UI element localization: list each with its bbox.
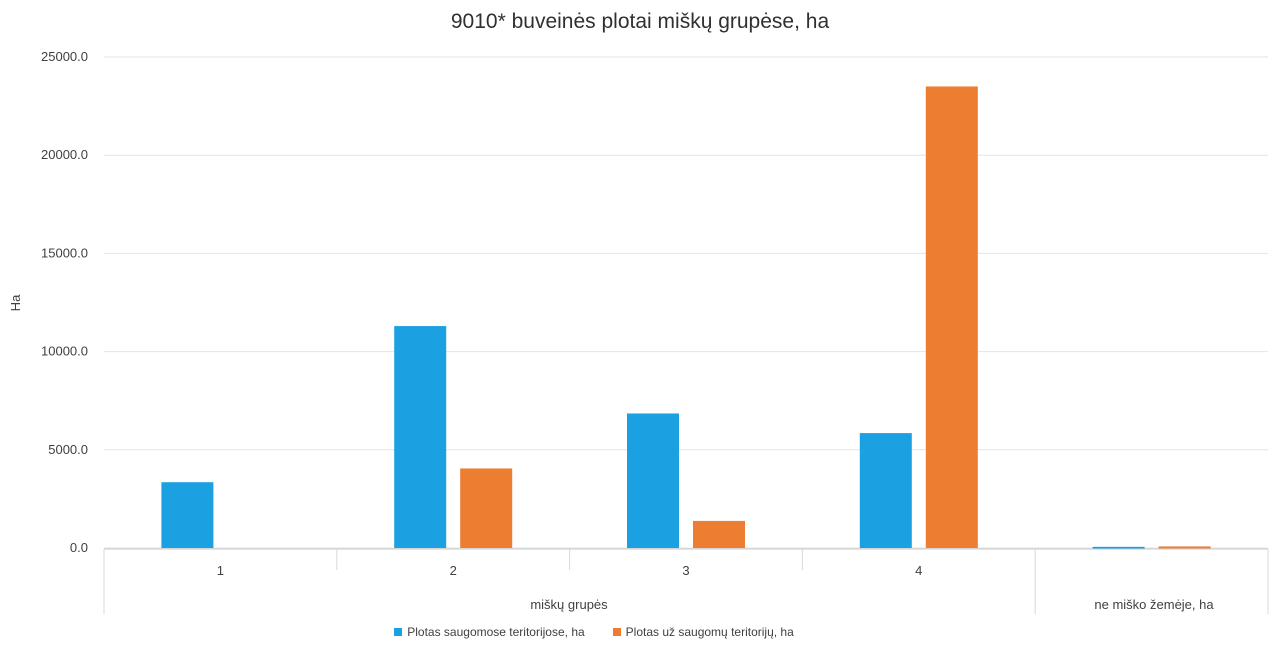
x-tick-label: 1: [217, 563, 224, 578]
bars: [161, 86, 1211, 549]
y-tick-label: 25000.0: [41, 49, 88, 64]
y-tick-label: 15000.0: [41, 245, 88, 260]
x-axis-label: miškų grupės: [530, 597, 608, 612]
bar-series-2-cat-4: [925, 86, 978, 549]
y-tick-label: 0.0: [70, 540, 88, 555]
bar-series-1-cat-3: [627, 413, 679, 548]
x-axis: 1 2 3 4: [103, 548, 1269, 614]
bar-series-2-cat-3: [693, 520, 745, 548]
bar-series-2-cat-2: [460, 468, 513, 548]
extra-group-label: ne miško žemėje, ha: [1094, 597, 1214, 612]
y-tick-label: 5000.0: [48, 442, 88, 457]
x-tick-label: 4: [915, 563, 922, 578]
bar-series-2-cat-5: [1158, 546, 1211, 549]
chart-title: 9010* buveinės plotai miškų grupėse, ha: [451, 10, 830, 33]
gridlines: [104, 56, 1268, 549]
x-tick-label: 2: [450, 563, 457, 578]
y-tick-labels: 0.0 5000.0 10000.0 15000.0 20000.0 25000.0: [41, 49, 88, 555]
legend-item-series-1: Plotas saugomose teritorijose, ha: [394, 625, 585, 639]
legend-label-series-2: Plotas už saugomų teritorijų, ha: [625, 625, 794, 639]
bar-series-1-cat-5: [1092, 546, 1145, 549]
bar-series-1-cat-2: [394, 326, 447, 548]
y-tick-label: 10000.0: [41, 344, 88, 359]
legend: Plotas saugomose teritorijose, ha Plotas…: [0, 625, 1278, 639]
bar-series-1-cat-4: [859, 433, 912, 548]
legend-item-series-2: Plotas už saugomų teritorijų, ha: [612, 625, 794, 639]
legend-label-series-1: Plotas saugomose teritorijose, ha: [407, 625, 585, 639]
x-tick-label: 3: [682, 563, 689, 578]
y-tick-label: 20000.0: [41, 147, 88, 162]
legend-swatch-series-1: [394, 628, 403, 636]
legend-swatch-series-2: [612, 628, 621, 636]
y-axis-label: Ha: [8, 294, 23, 311]
bar-series-1-cat-1: [161, 482, 214, 548]
